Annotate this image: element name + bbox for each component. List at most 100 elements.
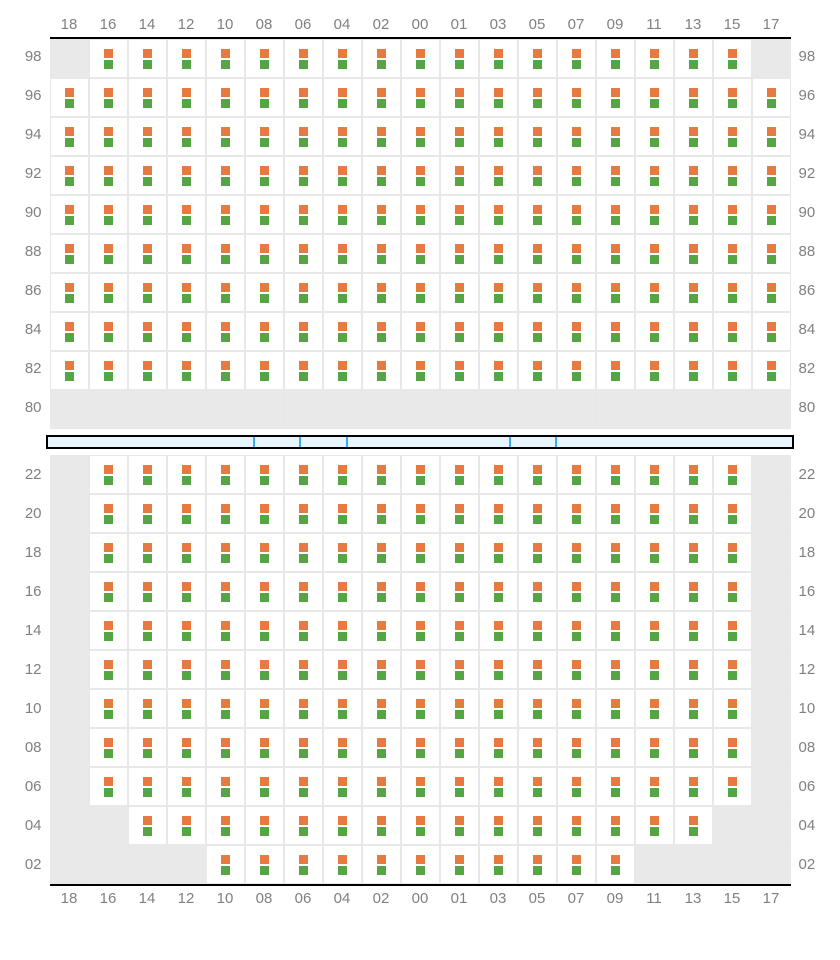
- seat-cell[interactable]: [362, 611, 401, 650]
- seat-cell[interactable]: [323, 117, 362, 156]
- seat-cell[interactable]: [596, 273, 635, 312]
- seat-cell[interactable]: [401, 728, 440, 767]
- seat-cell[interactable]: [440, 689, 479, 728]
- seat-cell[interactable]: [89, 533, 128, 572]
- seat-cell[interactable]: [674, 351, 713, 390]
- seat-cell[interactable]: [518, 351, 557, 390]
- seat-cell[interactable]: [401, 312, 440, 351]
- seat-cell[interactable]: [635, 39, 674, 78]
- seat-cell[interactable]: [206, 156, 245, 195]
- seat-cell[interactable]: [635, 533, 674, 572]
- seat-cell[interactable]: [167, 351, 206, 390]
- seat-cell[interactable]: [440, 845, 479, 884]
- seat-cell[interactable]: [89, 351, 128, 390]
- seat-cell[interactable]: [440, 273, 479, 312]
- seat-cell[interactable]: [89, 156, 128, 195]
- seat-cell[interactable]: [713, 234, 752, 273]
- seat-cell[interactable]: [128, 273, 167, 312]
- seat-cell[interactable]: [362, 117, 401, 156]
- seat-cell[interactable]: [401, 572, 440, 611]
- seat-cell[interactable]: [635, 195, 674, 234]
- seat-cell[interactable]: [362, 767, 401, 806]
- seat-cell[interactable]: [284, 273, 323, 312]
- seat-cell[interactable]: [674, 650, 713, 689]
- seat-cell[interactable]: [128, 767, 167, 806]
- seat-cell[interactable]: [284, 156, 323, 195]
- seat-cell[interactable]: [167, 273, 206, 312]
- seat-cell[interactable]: [557, 806, 596, 845]
- seat-cell[interactable]: [167, 234, 206, 273]
- seat-cell[interactable]: [674, 117, 713, 156]
- seat-cell[interactable]: [479, 195, 518, 234]
- seat-cell[interactable]: [518, 494, 557, 533]
- seat-cell[interactable]: [89, 39, 128, 78]
- seat-cell[interactable]: [284, 351, 323, 390]
- seat-cell[interactable]: [401, 494, 440, 533]
- seat-cell[interactable]: [635, 455, 674, 494]
- seat-cell[interactable]: [440, 195, 479, 234]
- seat-cell[interactable]: [167, 117, 206, 156]
- seat-cell[interactable]: [245, 273, 284, 312]
- seat-cell[interactable]: [128, 117, 167, 156]
- seat-cell[interactable]: [89, 117, 128, 156]
- seat-cell[interactable]: [596, 156, 635, 195]
- seat-cell[interactable]: [284, 806, 323, 845]
- seat-cell[interactable]: [245, 806, 284, 845]
- seat-cell[interactable]: [323, 351, 362, 390]
- seat-cell[interactable]: [50, 78, 89, 117]
- seat-cell[interactable]: [89, 234, 128, 273]
- seat-cell[interactable]: [596, 767, 635, 806]
- seat-cell[interactable]: [635, 728, 674, 767]
- seat-cell[interactable]: [89, 455, 128, 494]
- seat-cell[interactable]: [50, 234, 89, 273]
- seat-cell[interactable]: [596, 650, 635, 689]
- seat-cell[interactable]: [674, 234, 713, 273]
- seat-cell[interactable]: [674, 312, 713, 351]
- seat-cell[interactable]: [401, 78, 440, 117]
- seat-cell[interactable]: [128, 494, 167, 533]
- seat-cell[interactable]: [284, 195, 323, 234]
- seat-cell[interactable]: [713, 455, 752, 494]
- seat-cell[interactable]: [440, 117, 479, 156]
- seat-cell[interactable]: [401, 273, 440, 312]
- seat-cell[interactable]: [323, 806, 362, 845]
- seat-cell[interactable]: [284, 455, 323, 494]
- seat-cell[interactable]: [284, 533, 323, 572]
- seat-cell[interactable]: [323, 494, 362, 533]
- seat-cell[interactable]: [518, 650, 557, 689]
- seat-cell[interactable]: [518, 611, 557, 650]
- seat-cell[interactable]: [206, 312, 245, 351]
- seat-cell[interactable]: [440, 728, 479, 767]
- seat-cell[interactable]: [557, 611, 596, 650]
- seat-cell[interactable]: [518, 455, 557, 494]
- seat-cell[interactable]: [167, 156, 206, 195]
- seat-cell[interactable]: [752, 117, 791, 156]
- seat-cell[interactable]: [479, 156, 518, 195]
- seat-cell[interactable]: [401, 806, 440, 845]
- seat-cell[interactable]: [362, 689, 401, 728]
- seat-cell[interactable]: [128, 689, 167, 728]
- seat-cell[interactable]: [518, 312, 557, 351]
- seat-cell[interactable]: [401, 117, 440, 156]
- seat-cell[interactable]: [752, 273, 791, 312]
- seat-cell[interactable]: [167, 806, 206, 845]
- seat-cell[interactable]: [89, 312, 128, 351]
- seat-cell[interactable]: [89, 494, 128, 533]
- seat-cell[interactable]: [479, 728, 518, 767]
- seat-cell[interactable]: [167, 78, 206, 117]
- seat-cell[interactable]: [206, 572, 245, 611]
- seat-cell[interactable]: [362, 806, 401, 845]
- seat-cell[interactable]: [713, 767, 752, 806]
- seat-cell[interactable]: [245, 533, 284, 572]
- seat-cell[interactable]: [245, 156, 284, 195]
- seat-cell[interactable]: [518, 234, 557, 273]
- seat-cell[interactable]: [284, 689, 323, 728]
- seat-cell[interactable]: [167, 728, 206, 767]
- seat-cell[interactable]: [557, 650, 596, 689]
- seat-cell[interactable]: [674, 455, 713, 494]
- seat-cell[interactable]: [479, 572, 518, 611]
- seat-cell[interactable]: [635, 650, 674, 689]
- seat-cell[interactable]: [440, 611, 479, 650]
- seat-cell[interactable]: [128, 195, 167, 234]
- seat-cell[interactable]: [167, 572, 206, 611]
